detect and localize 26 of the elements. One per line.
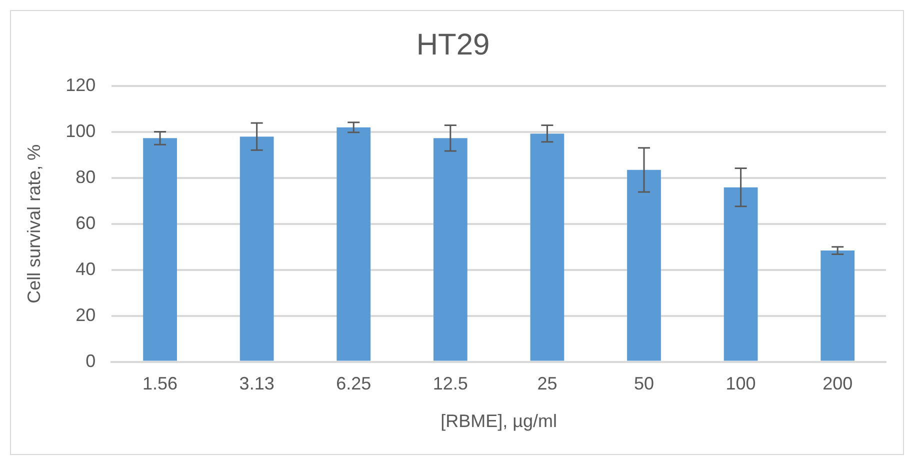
bar	[627, 170, 661, 361]
x-tick-label: 200	[822, 374, 853, 394]
x-tick-label: 1.56	[142, 374, 178, 394]
bar	[820, 250, 855, 361]
bar	[143, 138, 177, 361]
bar	[336, 127, 371, 361]
x-axis-title: [RBME], µg/ml	[440, 411, 558, 432]
y-tick-label: 100	[66, 120, 96, 141]
x-tick-label: 3.13	[239, 374, 274, 394]
y-tick-label: 0	[86, 350, 96, 371]
bar	[433, 138, 468, 361]
y-tick-label: 80	[76, 166, 96, 187]
y-axis-title: Cell survival rate, %	[24, 144, 44, 304]
x-tick-label: 25	[537, 374, 558, 394]
chart-title: HT29	[416, 28, 490, 62]
x-tick-label: 12.5	[432, 374, 468, 394]
y-tick-label: 60	[76, 212, 96, 233]
y-tick-label: 40	[76, 258, 96, 279]
x-tick-label: 6.25	[336, 374, 372, 394]
x-tick-label: 100	[726, 374, 756, 394]
y-tick-label: 20	[76, 304, 96, 325]
x-tick-label: 50	[634, 374, 654, 394]
bar	[530, 134, 564, 361]
bar	[240, 136, 274, 361]
bar	[724, 187, 758, 361]
y-tick-label: 120	[66, 74, 96, 95]
